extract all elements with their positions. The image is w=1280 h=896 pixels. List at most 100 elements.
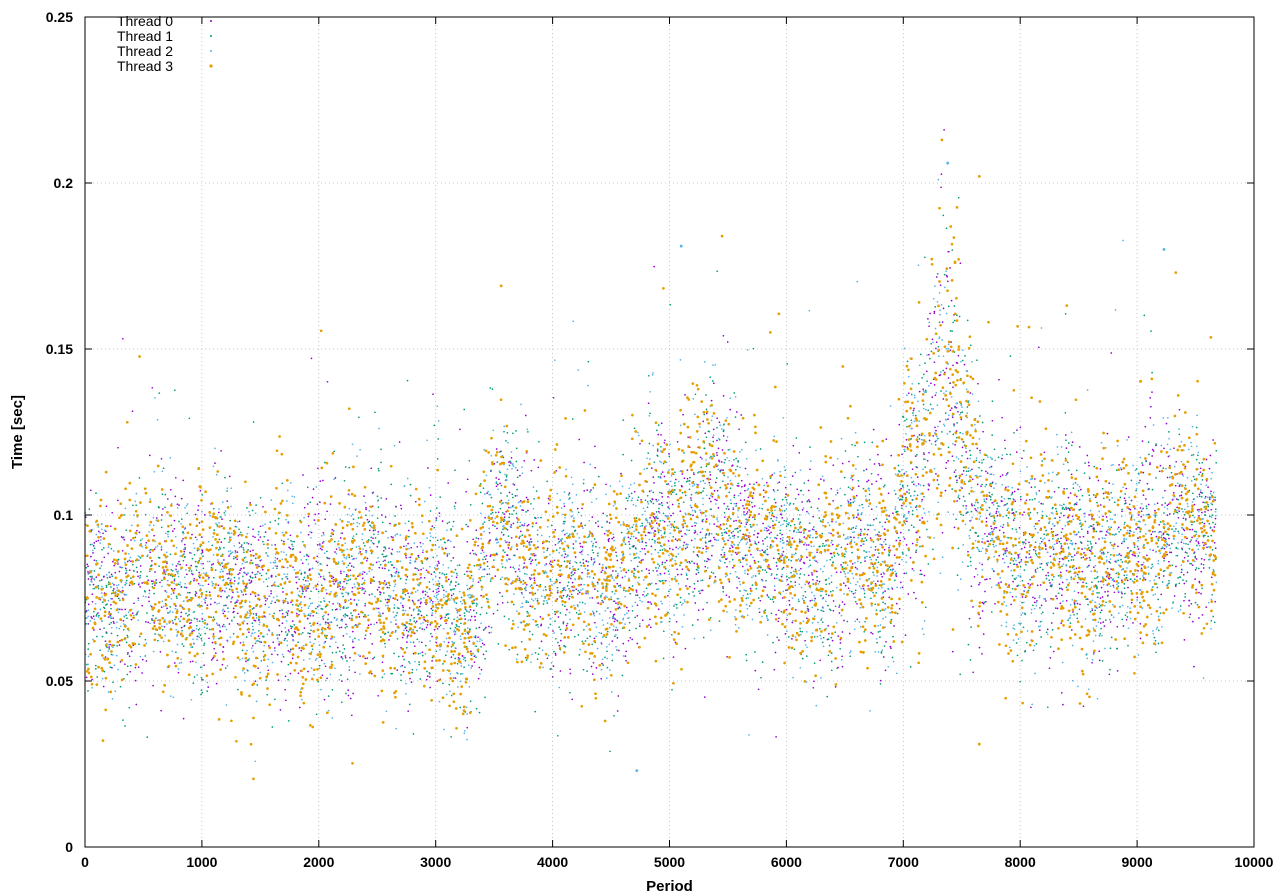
data-point: [361, 577, 364, 580]
data-point: [783, 509, 786, 512]
data-point: [1019, 498, 1022, 501]
data-point: [906, 491, 908, 493]
data-point: [825, 540, 827, 542]
data-point: [447, 482, 450, 484]
data-point: [1184, 551, 1187, 554]
data-point: [490, 513, 492, 515]
data-point: [349, 562, 351, 565]
data-point: [500, 521, 502, 524]
data-point: [403, 545, 405, 548]
data-point: [444, 616, 447, 619]
data-point: [772, 489, 775, 491]
data-point: [735, 519, 737, 522]
data-point: [694, 529, 696, 532]
data-point: [421, 628, 424, 630]
data-point: [780, 575, 783, 578]
data-point: [416, 567, 418, 570]
data-point: [996, 502, 998, 504]
data-point: [242, 575, 244, 578]
data-point: [1043, 451, 1046, 454]
data-point: [890, 618, 893, 621]
data-point: [892, 635, 894, 638]
data-point: [276, 599, 278, 601]
data-point: [339, 537, 342, 539]
data-point: [246, 587, 248, 589]
data-point: [911, 542, 914, 545]
data-point: [912, 526, 915, 528]
data-point: [1183, 514, 1186, 516]
data-point: [520, 640, 523, 643]
data-point: [1063, 514, 1065, 517]
data-point: [778, 617, 780, 620]
data-point: [129, 670, 132, 673]
data-point: [693, 473, 695, 476]
data-point: [202, 620, 204, 623]
data-point: [470, 615, 473, 618]
data-point: [472, 553, 475, 555]
data-point: [271, 726, 274, 728]
data-point: [260, 659, 263, 662]
data-point: [204, 632, 207, 635]
data-point: [863, 596, 866, 599]
data-point: [320, 601, 322, 603]
data-point: [506, 528, 509, 531]
data-point: [376, 495, 379, 498]
data-point: [566, 585, 569, 587]
data-point: [102, 532, 104, 535]
data-point: [499, 507, 502, 510]
data-point: [1112, 584, 1115, 587]
data-point: [785, 608, 788, 611]
data-point: [1192, 514, 1194, 517]
data-point: [199, 489, 202, 492]
data-point: [125, 641, 128, 644]
data-point: [1113, 580, 1116, 582]
data-point: [888, 515, 890, 517]
data-point: [121, 608, 123, 611]
data-point: [600, 596, 602, 598]
data-point: [1106, 595, 1109, 597]
data-point: [321, 542, 324, 544]
data-point: [685, 480, 688, 483]
data-point: [716, 451, 718, 454]
data-point: [806, 510, 808, 513]
data-point: [805, 544, 808, 546]
data-point: [552, 630, 554, 632]
data-point: [125, 579, 128, 582]
data-point: [301, 631, 304, 634]
data-point: [475, 707, 478, 710]
data-point: [1093, 651, 1095, 654]
data-point: [762, 522, 764, 525]
data-point: [270, 592, 272, 595]
data-point: [411, 599, 414, 602]
data-point: [1137, 548, 1140, 550]
data-point: [921, 377, 923, 379]
data-point: [128, 584, 131, 587]
data-point: [978, 461, 981, 464]
data-point: [1028, 498, 1031, 501]
data-point: [964, 500, 966, 502]
data-point: [319, 575, 322, 578]
data-point: [318, 664, 321, 667]
data-point: [1029, 584, 1032, 586]
data-point: [570, 593, 573, 596]
data-point: [1102, 621, 1105, 623]
data-point: [956, 481, 958, 484]
data-point: [716, 417, 719, 420]
data-point: [636, 604, 639, 607]
data-point: [991, 502, 994, 504]
data-point: [1178, 510, 1181, 513]
data-point: [482, 558, 484, 561]
data-point: [441, 584, 443, 587]
data-point: [281, 622, 284, 625]
data-point: [836, 667, 839, 670]
data-point: [873, 463, 876, 465]
data-point: [512, 432, 514, 435]
data-point: [1099, 530, 1102, 533]
data-point: [912, 409, 915, 412]
data-point: [218, 546, 221, 549]
data-point: [273, 612, 276, 615]
data-point: [628, 495, 631, 498]
data-point: [406, 575, 409, 578]
data-point: [1137, 570, 1139, 572]
data-point: [290, 601, 292, 604]
